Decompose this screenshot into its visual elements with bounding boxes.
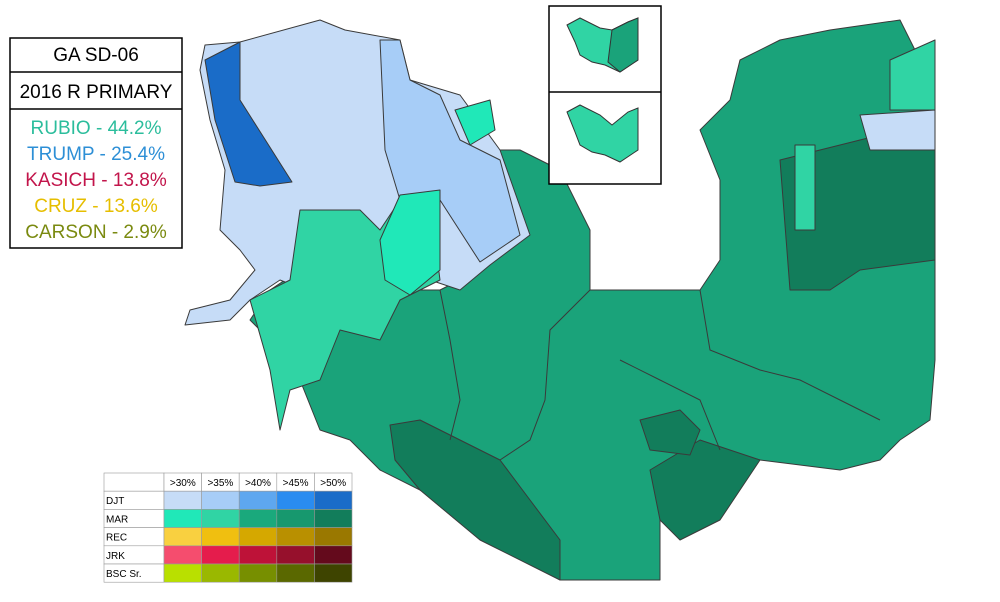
row-label: BSC Sr. <box>106 569 142 580</box>
legend-swatch <box>201 509 240 528</box>
legend-swatch <box>314 545 353 565</box>
legend-swatch <box>238 563 278 583</box>
result-line: RUBIO - 44.2% <box>31 118 162 139</box>
legend-swatch <box>314 490 353 510</box>
legend-table: >30% >35% >40% >45% >50% DJT MAR REC JRK BSC Sr. <box>103 472 353 583</box>
column-header: >45% <box>283 478 309 489</box>
result-line: CRUZ - 13.6% <box>34 196 158 217</box>
boundary <box>499 289 591 461</box>
region <box>379 189 441 296</box>
legend-swatch <box>276 545 315 565</box>
legend-swatch <box>163 545 202 565</box>
region <box>794 144 816 231</box>
legend-swatch <box>276 509 315 528</box>
legend-swatch <box>276 527 315 547</box>
legend-swatch <box>201 490 240 510</box>
legend-swatch <box>163 527 202 547</box>
legend-swatch <box>238 490 278 510</box>
row-label: MAR <box>106 514 128 525</box>
legend-swatch <box>238 509 278 528</box>
legend-swatch <box>163 563 202 583</box>
legend-swatch <box>201 527 240 547</box>
region <box>639 409 701 456</box>
row-label: DJT <box>106 496 124 507</box>
legend-swatch <box>201 563 240 583</box>
inset-maps <box>548 5 662 185</box>
region <box>204 41 293 187</box>
legend-swatch <box>163 490 202 510</box>
legend-swatch <box>238 527 278 547</box>
row-label: JRK <box>106 551 125 562</box>
column-header: >35% <box>207 478 233 489</box>
column-header: >40% <box>245 478 271 489</box>
legend-swatch <box>314 509 353 528</box>
legend-swatch <box>163 509 202 528</box>
column-header: >50% <box>320 478 346 489</box>
district-title: GA SD-06 <box>53 45 139 66</box>
region <box>454 99 496 146</box>
legend-swatch <box>276 490 315 510</box>
region <box>389 419 561 581</box>
row-label: REC <box>106 533 127 544</box>
title-box-frame <box>9 37 183 249</box>
legend-swatch <box>276 563 315 583</box>
legend-cell <box>103 472 165 492</box>
region <box>649 439 761 541</box>
legend-swatch <box>238 545 278 565</box>
result-line: KASICH - 13.8% <box>25 170 167 191</box>
boundary <box>619 359 721 451</box>
inset-shape <box>607 17 639 73</box>
legend-swatch <box>314 527 353 547</box>
region <box>859 109 936 151</box>
result-line: CARSON - 2.9% <box>25 222 167 243</box>
result-line: TRUMP - 25.4% <box>27 144 165 165</box>
column-header: >30% <box>170 478 196 489</box>
legend-swatch <box>201 545 240 565</box>
legend-swatch <box>314 563 353 583</box>
race-title: 2016 R PRIMARY <box>20 82 173 103</box>
boundary <box>439 289 461 441</box>
title-box: GA SD-06 2016 R PRIMARY RUBIO - 44.2% TRU… <box>9 37 183 249</box>
district-map <box>184 19 936 581</box>
region <box>379 39 521 263</box>
inset-shape <box>566 104 639 163</box>
boundary <box>699 289 881 421</box>
